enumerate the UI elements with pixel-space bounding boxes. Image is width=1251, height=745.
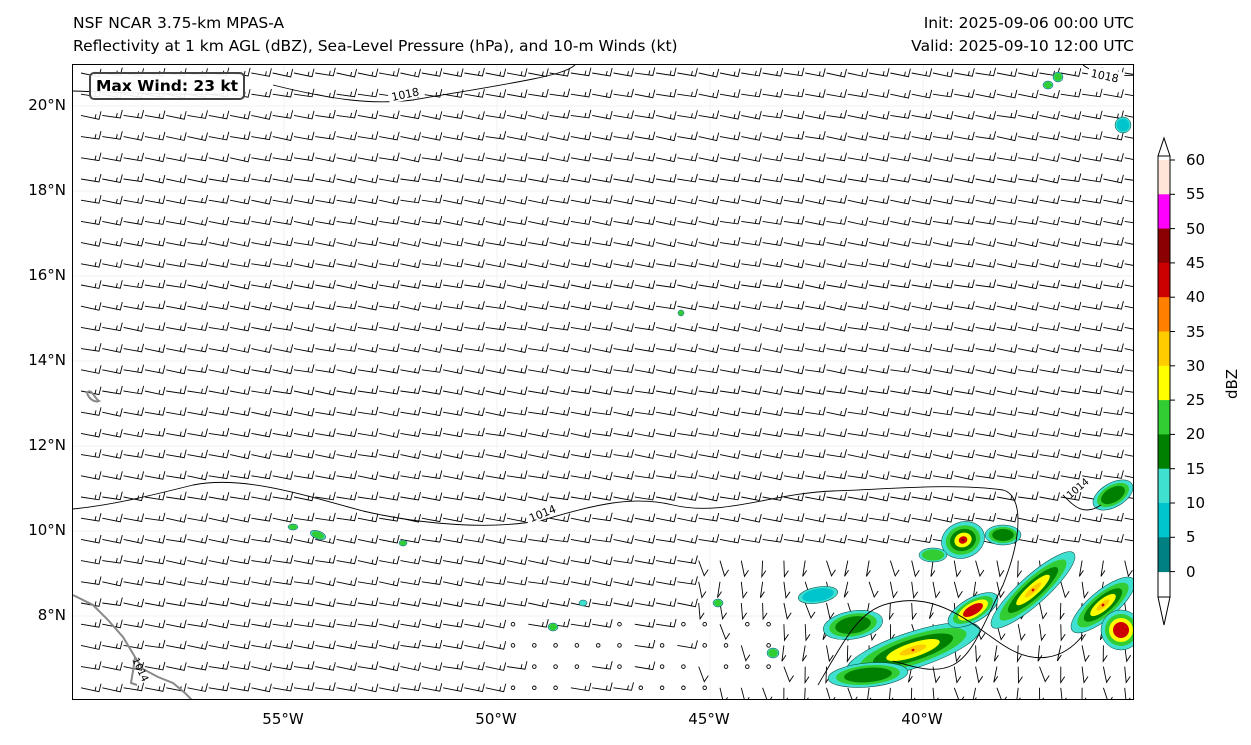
max-wind-badge: Max Wind: 23 kt bbox=[89, 72, 246, 100]
map-panel[interactable]: 1018 1018 1014 1014 1014 bbox=[72, 64, 1134, 700]
colorbar-tick-label: 10 bbox=[1186, 494, 1206, 512]
colorbar-segment bbox=[1158, 331, 1170, 367]
map-canvas: 1018 1018 1014 1014 1014 bbox=[73, 65, 1133, 699]
colorbar-label: dBZ bbox=[1223, 368, 1241, 400]
colorbar-segment bbox=[1158, 262, 1170, 298]
init-time: Init: 2025-09-06 00:00 UTC bbox=[923, 14, 1134, 32]
colorbar-tick-label: 55 bbox=[1186, 185, 1206, 204]
model-title: NSF NCAR 3.75-km MPAS-A bbox=[73, 14, 285, 32]
colorbar-tick-label: 60 bbox=[1186, 151, 1206, 169]
colorbar-tick-label: 30 bbox=[1186, 356, 1206, 375]
colorbar-segment bbox=[1158, 194, 1170, 230]
lat-tick-label: 12°N bbox=[28, 436, 66, 454]
lat-tick-label: 14°N bbox=[28, 351, 66, 369]
colorbar bbox=[1157, 136, 1175, 626]
lon-tick-label: 45°W bbox=[688, 710, 730, 728]
colorbar-tick-label: 35 bbox=[1186, 322, 1206, 341]
isobar-label: 1014 bbox=[527, 502, 558, 525]
colorbar-tick-label: 25 bbox=[1186, 391, 1206, 410]
lat-tick-label: 8°N bbox=[37, 606, 66, 624]
valid-time: Valid: 2025-09-10 12:00 UTC bbox=[911, 37, 1134, 55]
colorbar-tick-label: 45 bbox=[1186, 253, 1206, 272]
isobars bbox=[73, 65, 1133, 686]
coastline bbox=[73, 390, 193, 699]
colorbar-segment bbox=[1158, 537, 1170, 573]
colorbar-segments bbox=[1158, 160, 1170, 573]
colorbar-segment bbox=[1158, 434, 1170, 470]
lat-tick-label: 10°N bbox=[28, 521, 66, 539]
field-subtitle: Reflectivity at 1 km AGL (dBZ), Sea-Leve… bbox=[73, 37, 678, 55]
colorbar-tick-label: 20 bbox=[1186, 425, 1206, 444]
isobar-label: 1018 bbox=[1090, 67, 1120, 86]
isobar-label: 1018 bbox=[390, 85, 420, 104]
colorbar-segment bbox=[1158, 297, 1170, 332]
colorbar-tick-label: 50 bbox=[1186, 219, 1206, 238]
colorbar-max-arrow bbox=[1157, 136, 1171, 157]
lon-tick-label: 40°W bbox=[901, 710, 943, 728]
colorbar-tick-label: 0 bbox=[1186, 562, 1196, 581]
lat-tick-label: 20°N bbox=[28, 96, 66, 114]
colorbar-segment bbox=[1158, 228, 1170, 264]
lat-tick-label: 18°N bbox=[28, 181, 66, 199]
lon-tick-label: 50°W bbox=[475, 710, 517, 728]
colorbar-segment bbox=[1158, 400, 1170, 435]
colorbar-segment bbox=[1158, 160, 1170, 195]
colorbar-segment bbox=[1158, 503, 1170, 538]
reflectivity-field bbox=[287, 71, 1133, 688]
lat-tick-label: 16°N bbox=[28, 266, 66, 284]
colorbar-min-arrow bbox=[1157, 596, 1171, 626]
colorbar-segment bbox=[1158, 365, 1170, 401]
colorbar-tick-label: 40 bbox=[1186, 288, 1206, 307]
colorbar-tick-label: 15 bbox=[1186, 459, 1206, 478]
colorbar-tick-label: 5 bbox=[1186, 528, 1196, 547]
colorbar-segment bbox=[1158, 468, 1170, 504]
lon-tick-label: 55°W bbox=[262, 710, 304, 728]
